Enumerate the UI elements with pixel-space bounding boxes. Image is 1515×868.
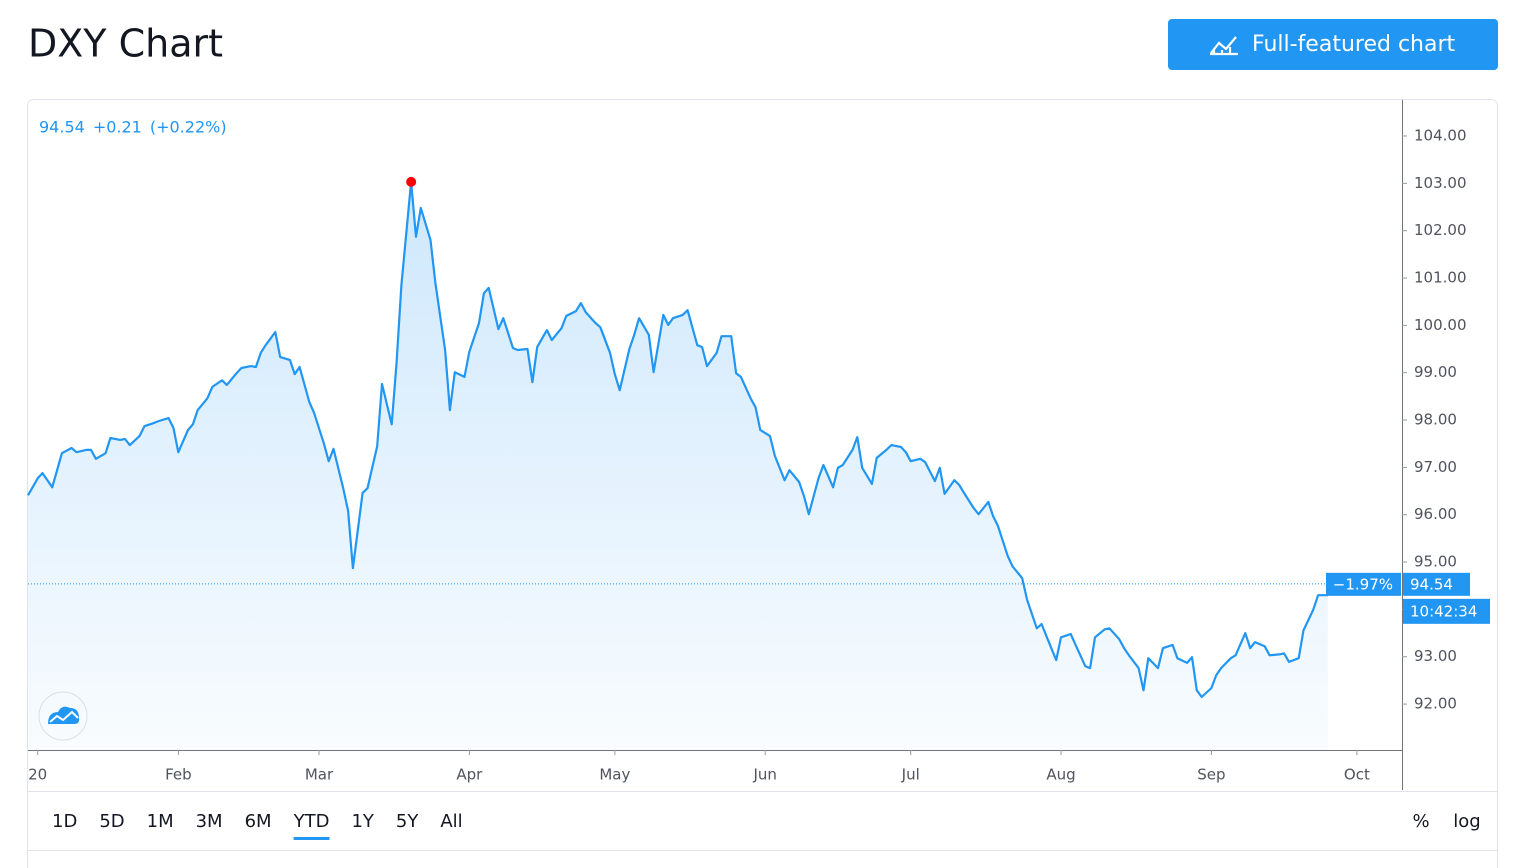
range-button[interactable]: All bbox=[440, 811, 462, 832]
range-button[interactable]: YTD bbox=[293, 811, 330, 832]
price-line bbox=[27, 180, 1328, 699]
quote-change-percent: (+0.22%) bbox=[150, 118, 227, 137]
y-tick-label: 103.00 bbox=[1414, 174, 1467, 192]
y-tick-label: 102.00 bbox=[1414, 221, 1467, 239]
y-tick-label: 96.00 bbox=[1414, 505, 1457, 523]
x-tick-label: Oct bbox=[1344, 766, 1370, 784]
x-tick-label: 20 bbox=[28, 766, 47, 784]
range-button[interactable]: 5D bbox=[99, 811, 124, 832]
price-label: 94.54 bbox=[1410, 575, 1453, 593]
y-tick-label: 101.00 bbox=[1414, 269, 1467, 287]
range-button[interactable]: 5Y bbox=[396, 811, 419, 832]
range-button[interactable]: 1M bbox=[147, 811, 174, 832]
x-tick-label: Mar bbox=[305, 766, 334, 784]
percent-label: −1.97% bbox=[1333, 575, 1393, 593]
button-label[interactable]: Full-featured chart bbox=[1252, 32, 1456, 57]
y-tick-label: 99.00 bbox=[1414, 363, 1457, 381]
button-bg[interactable] bbox=[1168, 19, 1498, 70]
x-tick-label: Aug bbox=[1046, 766, 1075, 784]
x-tick-label: Apr bbox=[456, 766, 483, 784]
y-tick-label: 93.00 bbox=[1414, 647, 1457, 665]
time-label: 10:42:34 bbox=[1410, 602, 1477, 620]
page-title: DXY Chart bbox=[28, 22, 223, 66]
quote: 94.54 +0.21 (+0.22%) bbox=[39, 118, 227, 137]
y-tick-label: 100.00 bbox=[1414, 316, 1467, 334]
quote-change: +0.21 bbox=[93, 118, 142, 137]
y-tick-label: 97.00 bbox=[1414, 458, 1457, 476]
full-chart-button[interactable]: Full-featured chart bbox=[1168, 19, 1498, 70]
peak-marker bbox=[406, 176, 417, 187]
y-tick-label: 98.00 bbox=[1414, 411, 1457, 429]
active-underline bbox=[293, 837, 330, 840]
price-box bbox=[1403, 572, 1470, 596]
range-button[interactable]: 3M bbox=[196, 811, 223, 832]
y-tick-label: 95.00 bbox=[1414, 553, 1457, 571]
x-tick-label: May bbox=[599, 766, 630, 784]
percent-toggle[interactable]: % bbox=[1412, 811, 1429, 832]
x-tick-label: Jul bbox=[901, 766, 920, 784]
log-toggle[interactable]: log bbox=[1453, 811, 1480, 832]
range-button[interactable]: 6M bbox=[245, 811, 272, 832]
y-tick-label: 92.00 bbox=[1414, 695, 1457, 713]
x-tick-label: Sep bbox=[1197, 766, 1225, 784]
range-button[interactable]: 1Y bbox=[351, 811, 374, 832]
y-tick-label: 104.00 bbox=[1414, 126, 1467, 144]
x-tick-label: Feb bbox=[165, 766, 192, 784]
x-tick-label: Jun bbox=[752, 766, 776, 784]
time-box bbox=[1403, 598, 1490, 624]
range-button[interactable]: 1D bbox=[52, 811, 77, 832]
percent-box bbox=[1326, 572, 1401, 596]
area-fill bbox=[28, 181, 1328, 750]
quote-price: 94.54 bbox=[39, 118, 85, 137]
button-icon[interactable] bbox=[1210, 36, 1238, 56]
